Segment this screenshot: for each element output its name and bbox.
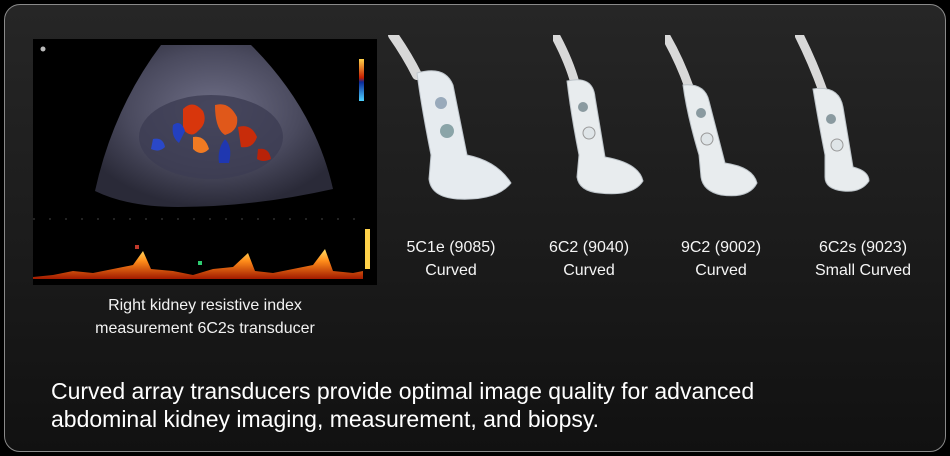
summary-line2: abdominal kidney imaging, measurement, a… (51, 406, 600, 432)
transducer-3-type: Curved (695, 262, 747, 279)
transducer-6c2s-image (795, 35, 870, 192)
transducer-4-model: 6C2s (9023) (818, 239, 908, 256)
spectral-scale-bar (365, 229, 370, 269)
transducer-1-type: Curved (425, 262, 477, 279)
ultrasound-caption-line2: measurement 6C2s transducer (95, 320, 315, 337)
slide-frame: Right kidney resistive index measurement… (4, 4, 946, 452)
transducer-4-type: Small Curved (814, 262, 912, 279)
transducer-3-model: 9C2 (9002) (680, 239, 762, 256)
transducer-5c1e-image (388, 35, 512, 200)
marker-dot (40, 46, 46, 52)
summary-line1: Curved array transducers provide optimal… (51, 378, 755, 404)
transducer-6c2-image (553, 35, 644, 195)
transducer-2-type: Curved (563, 262, 615, 279)
transducer-2-model: 6C2 (9040) (548, 239, 630, 256)
ultrasound-caption-line1: Right kidney resistive index (108, 297, 302, 314)
transducer-1-model: 5C1e (9085) (406, 239, 496, 256)
summary-statement: Curved array transducers provide optimal… (51, 377, 931, 433)
transducer-9c2-image (665, 35, 758, 197)
ultrasound-image (33, 39, 377, 285)
color-scale-bar (359, 59, 364, 101)
